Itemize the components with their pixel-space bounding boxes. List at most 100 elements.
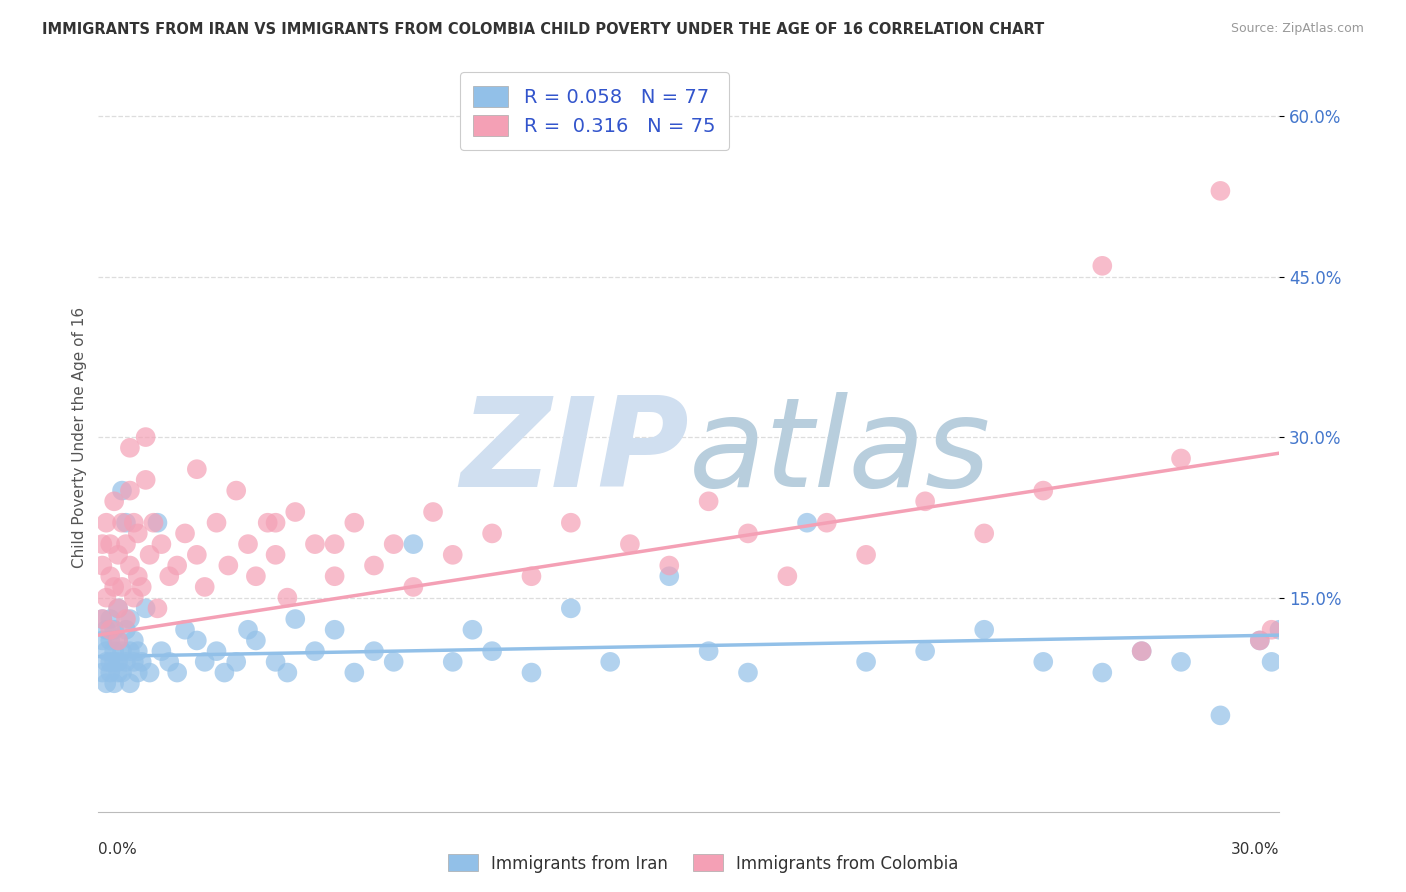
Point	[135, 601, 157, 615]
Point	[323, 537, 346, 551]
Point	[107, 665, 129, 680]
Point	[402, 580, 425, 594]
Point	[225, 655, 247, 669]
Point	[186, 633, 208, 648]
Point	[363, 558, 385, 573]
Text: atlas: atlas	[689, 392, 991, 513]
Point	[107, 633, 129, 648]
Point	[166, 665, 188, 680]
Point	[1170, 655, 1192, 669]
Point	[91, 537, 114, 551]
Point	[107, 548, 129, 562]
Point	[111, 483, 134, 498]
Legend: R = 0.058   N = 77, R =  0.316   N = 75: R = 0.058 N = 77, R = 0.316 N = 75	[460, 72, 730, 150]
Point	[658, 558, 681, 573]
Point	[737, 665, 759, 680]
Text: 30.0%: 30.0%	[1232, 842, 1279, 856]
Point	[1130, 644, 1153, 658]
Point	[914, 644, 936, 658]
Point	[122, 655, 145, 669]
Point	[107, 601, 129, 615]
Point	[276, 665, 298, 680]
Point	[118, 676, 141, 690]
Point	[304, 537, 326, 551]
Point	[520, 665, 543, 680]
Point	[174, 526, 197, 541]
Point	[194, 655, 217, 669]
Point	[461, 623, 484, 637]
Point	[91, 612, 114, 626]
Point	[98, 633, 121, 648]
Point	[1209, 708, 1232, 723]
Point	[107, 655, 129, 669]
Point	[127, 665, 149, 680]
Point	[343, 665, 366, 680]
Point	[276, 591, 298, 605]
Point	[205, 516, 228, 530]
Point	[166, 558, 188, 573]
Point	[441, 548, 464, 562]
Point	[98, 537, 121, 551]
Point	[236, 623, 259, 637]
Point	[150, 537, 173, 551]
Point	[91, 612, 114, 626]
Point	[118, 441, 141, 455]
Point	[98, 623, 121, 637]
Point	[131, 580, 153, 594]
Point	[127, 644, 149, 658]
Point	[205, 644, 228, 658]
Point	[619, 537, 641, 551]
Point	[107, 633, 129, 648]
Point	[560, 601, 582, 615]
Point	[776, 569, 799, 583]
Point	[1032, 655, 1054, 669]
Legend: Immigrants from Iran, Immigrants from Colombia: Immigrants from Iran, Immigrants from Co…	[441, 847, 965, 880]
Point	[122, 591, 145, 605]
Point	[157, 655, 180, 669]
Point	[697, 644, 720, 658]
Point	[115, 623, 138, 637]
Point	[481, 644, 503, 658]
Point	[1260, 623, 1282, 637]
Point	[111, 516, 134, 530]
Point	[103, 580, 125, 594]
Point	[98, 612, 121, 626]
Text: ZIP: ZIP	[460, 392, 689, 513]
Point	[98, 665, 121, 680]
Point	[138, 548, 160, 562]
Point	[264, 655, 287, 669]
Point	[217, 558, 239, 573]
Point	[96, 591, 118, 605]
Point	[236, 537, 259, 551]
Point	[1032, 483, 1054, 498]
Point	[194, 580, 217, 594]
Point	[122, 633, 145, 648]
Point	[697, 494, 720, 508]
Point	[135, 473, 157, 487]
Point	[815, 516, 838, 530]
Point	[157, 569, 180, 583]
Point	[343, 516, 366, 530]
Point	[174, 623, 197, 637]
Point	[103, 623, 125, 637]
Point	[115, 612, 138, 626]
Point	[111, 665, 134, 680]
Point	[481, 526, 503, 541]
Point	[599, 655, 621, 669]
Point	[186, 462, 208, 476]
Y-axis label: Child Poverty Under the Age of 16: Child Poverty Under the Age of 16	[72, 307, 87, 567]
Text: IMMIGRANTS FROM IRAN VS IMMIGRANTS FROM COLOMBIA CHILD POVERTY UNDER THE AGE OF : IMMIGRANTS FROM IRAN VS IMMIGRANTS FROM …	[42, 22, 1045, 37]
Point	[382, 537, 405, 551]
Point	[122, 516, 145, 530]
Point	[96, 676, 118, 690]
Point	[115, 537, 138, 551]
Point	[1091, 259, 1114, 273]
Point	[245, 633, 267, 648]
Point	[150, 644, 173, 658]
Point	[1260, 655, 1282, 669]
Point	[111, 644, 134, 658]
Point	[91, 665, 114, 680]
Point	[91, 633, 114, 648]
Point	[323, 623, 346, 637]
Point	[127, 526, 149, 541]
